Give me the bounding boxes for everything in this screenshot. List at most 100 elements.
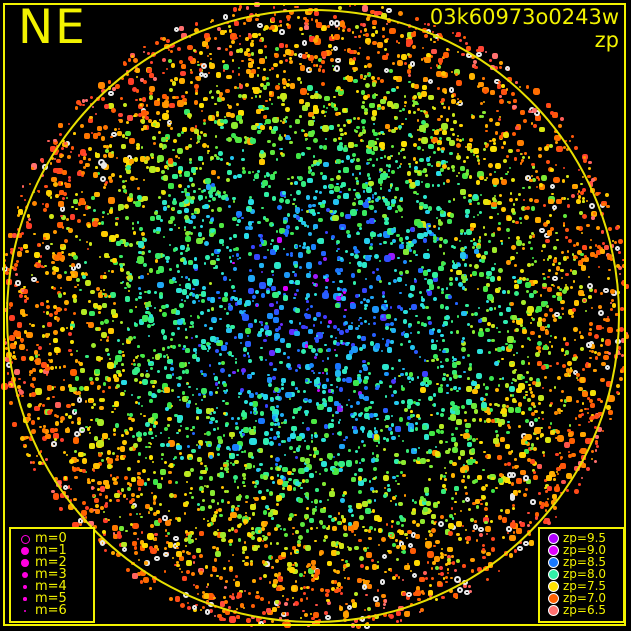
star-marker [285,363,291,368]
star-marker [343,320,348,325]
star-marker [491,233,495,237]
star-marker [38,346,43,351]
star-marker [373,141,378,145]
star-marker [112,87,116,91]
star-marker [46,321,53,327]
star-marker [433,544,436,548]
star-marker [260,239,268,247]
star-marker [205,45,209,49]
star-marker [547,351,552,355]
star-marker [251,245,255,249]
star-marker [263,543,268,548]
star-marker [181,391,186,395]
star-marker [306,85,314,92]
star-marker [58,201,64,207]
star-marker [137,572,141,576]
star-marker [367,579,371,583]
star-marker [407,32,413,38]
star-marker [404,408,408,412]
star-marker [165,534,168,538]
star-marker [289,181,293,185]
star-marker [167,204,171,208]
star-marker [465,399,472,405]
star-marker [584,407,587,411]
star-marker [133,112,139,117]
star-marker [606,351,609,354]
star-marker [52,229,57,234]
star-marker [208,476,214,481]
star-marker [349,252,354,257]
star-marker [207,149,210,153]
star-marker [615,338,621,345]
star-marker [525,85,530,89]
star-marker [104,318,110,324]
star-marker [608,351,611,355]
star-marker [135,145,140,151]
star-marker [265,334,268,337]
star-marker [214,382,219,386]
star-marker [589,327,593,331]
star-marker [425,209,430,215]
star-marker [549,402,554,406]
star-marker [158,143,164,148]
star-marker [16,213,21,218]
star-marker [213,266,216,270]
star-marker [321,251,327,257]
star-marker [362,344,367,349]
star-marker [325,285,328,289]
star-marker [355,450,359,454]
star-marker [133,115,136,118]
star-marker [374,614,379,620]
star-marker [435,63,439,67]
star-marker [231,354,234,358]
star-marker [312,160,318,166]
star-marker [62,196,66,200]
star-marker [139,412,143,416]
star-marker [465,540,470,545]
star-marker [519,451,526,458]
star-marker [139,227,143,231]
star-marker [554,486,561,493]
star-marker [440,101,444,105]
star-marker [324,343,327,346]
star-marker [256,544,261,548]
star-marker [491,536,496,541]
star-marker [232,578,236,581]
star-marker [188,143,193,148]
star-marker [272,481,275,485]
star-marker [46,397,50,400]
star-marker [560,251,564,255]
star-marker [390,423,394,427]
star-marker [207,309,210,312]
star-marker [490,489,495,494]
star-marker [560,268,565,273]
star-marker [95,355,101,361]
star-marker [221,195,226,200]
star-marker [265,488,270,493]
star-marker [568,437,575,444]
star-marker [122,354,125,357]
star-marker [312,228,315,231]
star-marker [566,250,570,253]
star-marker [403,61,407,65]
star-marker [260,270,264,273]
star-marker [256,13,261,18]
star-marker [472,154,475,157]
star-marker [299,115,302,118]
star-marker [237,444,242,450]
star-marker [538,335,542,339]
star-marker [336,377,341,382]
star-marker [150,547,157,555]
star-marker [410,345,415,350]
star-marker [431,449,438,456]
star-marker [192,279,200,286]
star-marker [528,383,531,386]
star-marker [77,518,83,524]
star-marker [198,156,203,161]
star-marker [229,297,234,301]
star-marker [134,377,139,382]
star-marker [242,481,245,484]
star-marker [292,532,295,535]
star-marker [271,517,274,520]
star-marker [618,251,622,254]
